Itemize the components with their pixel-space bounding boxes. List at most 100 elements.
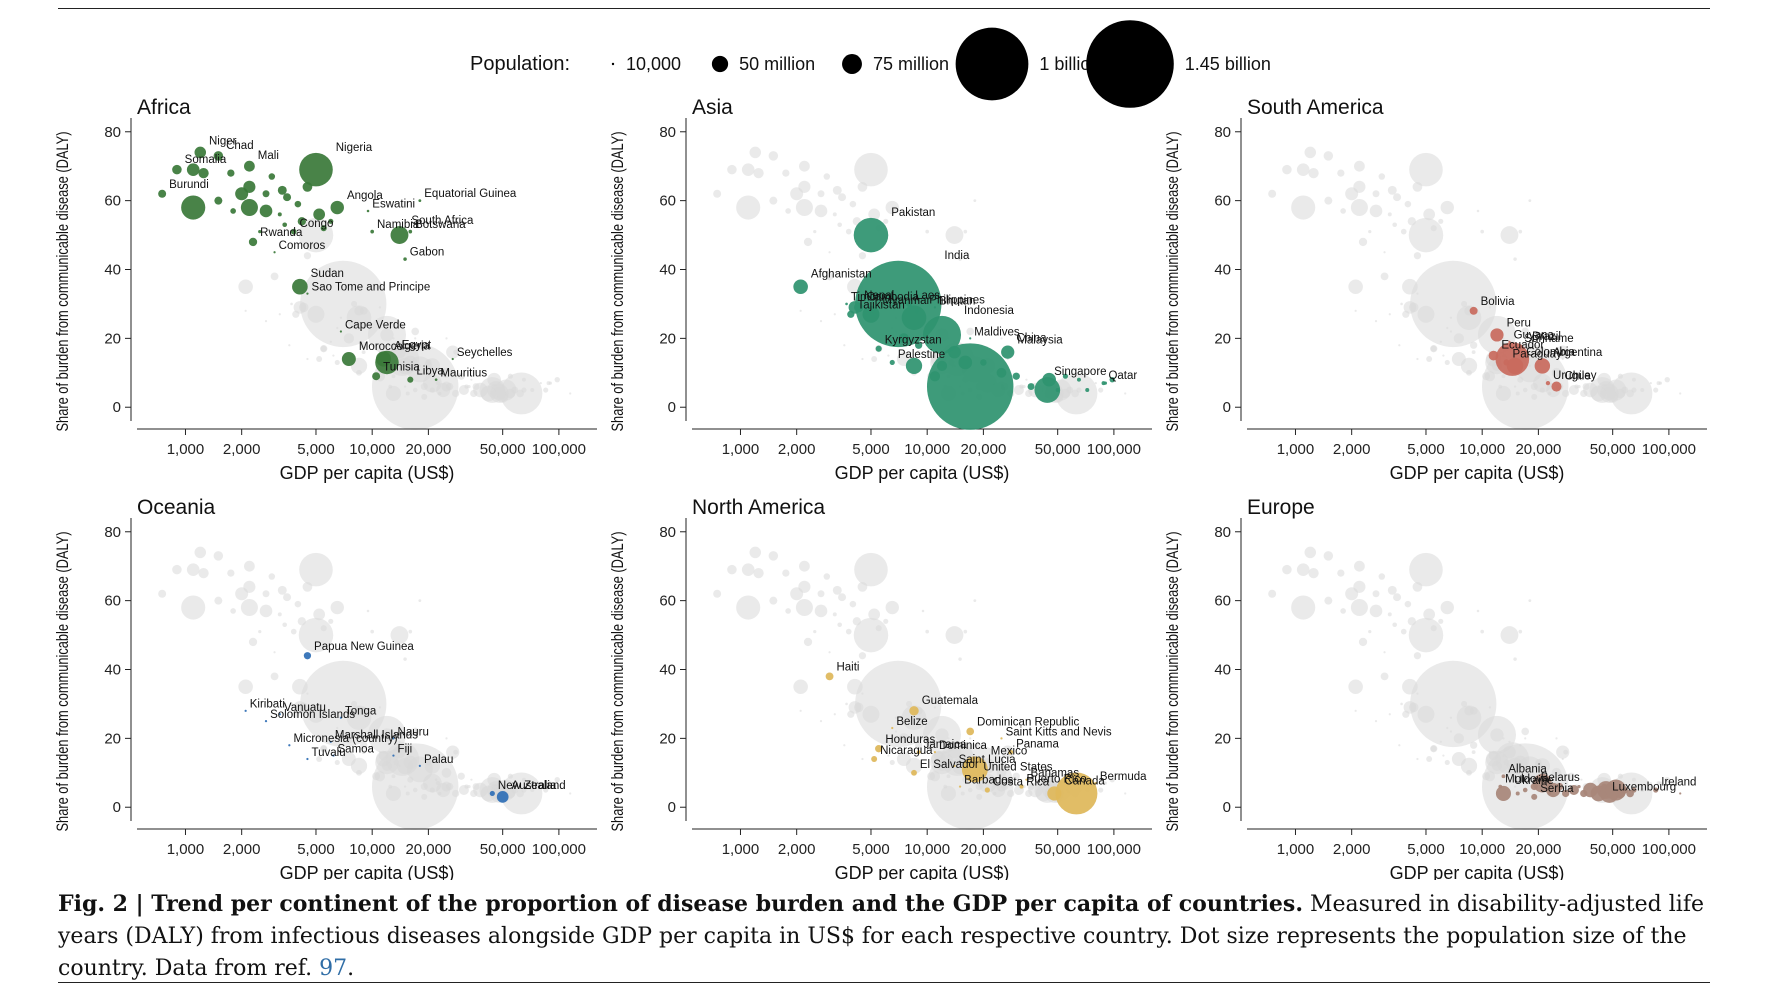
background-point xyxy=(753,167,764,179)
background-point xyxy=(264,320,268,323)
background-point xyxy=(316,356,323,362)
background-point xyxy=(823,573,831,580)
point-label: Mauritius xyxy=(440,367,487,379)
point-label: Barbados xyxy=(964,774,1013,786)
data-point xyxy=(1062,373,1068,379)
point-label: Angola xyxy=(347,190,383,202)
point-label: Seychelles xyxy=(457,347,513,359)
legend-marker xyxy=(955,27,1029,101)
background-point xyxy=(1453,733,1464,744)
data-point xyxy=(1103,381,1107,385)
background-point xyxy=(336,326,339,330)
background-point xyxy=(361,750,366,755)
background-point xyxy=(814,204,828,218)
data-point xyxy=(1019,784,1024,789)
background-point xyxy=(1413,652,1422,660)
background-point xyxy=(1404,200,1412,208)
background-point xyxy=(1398,744,1401,747)
background-point xyxy=(320,745,328,753)
data-point xyxy=(230,208,236,214)
point-label: Mexico xyxy=(991,745,1027,757)
background-point xyxy=(214,596,223,605)
background-point xyxy=(258,629,262,634)
data-point xyxy=(1545,381,1551,386)
background-point xyxy=(1649,382,1652,385)
background-point xyxy=(398,740,401,743)
background-point xyxy=(1076,387,1082,393)
data-point xyxy=(845,302,848,306)
background-point xyxy=(849,600,857,608)
background-point xyxy=(1521,327,1530,336)
data-point xyxy=(862,305,880,323)
background-point xyxy=(832,585,842,595)
point-label: Namibia xyxy=(377,219,420,231)
background-point xyxy=(543,387,549,393)
background-point xyxy=(1513,785,1517,788)
point-label: Dominica xyxy=(939,740,988,752)
background-point xyxy=(847,710,855,718)
x-tick-label: 50,000 xyxy=(1590,841,1636,858)
background-point xyxy=(293,701,307,714)
point-label: China xyxy=(1016,332,1047,344)
data-point xyxy=(958,785,962,788)
background-point xyxy=(262,590,270,598)
background-point xyxy=(862,705,880,723)
background-point xyxy=(1621,386,1629,394)
x-tick-label: 100,000 xyxy=(1087,441,1141,458)
point-label: Chile xyxy=(1564,371,1590,383)
background-point xyxy=(360,341,368,349)
background-point xyxy=(1446,326,1449,330)
caption-ref-link[interactable]: 97 xyxy=(319,956,348,981)
point-label: Eswatini xyxy=(372,199,415,211)
data-point xyxy=(1000,737,1003,740)
background-point xyxy=(1369,204,1383,218)
background-point xyxy=(832,212,837,217)
background-point xyxy=(282,622,288,628)
background-point xyxy=(1387,185,1397,195)
background-point xyxy=(1412,581,1423,592)
point-label: Sudan xyxy=(311,268,344,280)
background-point xyxy=(356,769,362,776)
x-tick-label: 50,000 xyxy=(480,441,526,458)
x-tick-label: 20,000 xyxy=(960,441,1006,458)
background-point xyxy=(1372,190,1380,198)
background-point xyxy=(1291,595,1316,620)
point-label: Niger xyxy=(209,136,237,148)
background-point xyxy=(270,272,279,281)
background-point xyxy=(244,309,247,312)
background-point xyxy=(1124,392,1127,395)
point-label: Luxembourg xyxy=(1612,781,1676,793)
background-point xyxy=(1426,756,1433,762)
background-point xyxy=(1470,341,1478,349)
background-point xyxy=(290,628,297,635)
background-point xyxy=(288,344,291,347)
data-point xyxy=(339,716,343,719)
background-point xyxy=(828,651,831,654)
background-point xyxy=(1308,167,1319,179)
background-point xyxy=(1404,600,1412,608)
data-point xyxy=(1501,774,1506,779)
x-axis-label: GDP per capita (US$) xyxy=(1390,863,1565,880)
background-point xyxy=(736,195,761,220)
data-point xyxy=(489,790,495,797)
background-point xyxy=(1679,392,1682,395)
background-point xyxy=(741,563,755,576)
background-point xyxy=(1013,384,1024,396)
background-point xyxy=(1438,618,1444,624)
background-point xyxy=(403,385,407,388)
background-point xyxy=(1442,754,1445,757)
data-point xyxy=(969,337,972,340)
background-point xyxy=(277,612,282,617)
background-point xyxy=(940,785,956,801)
background-point xyxy=(1500,626,1519,644)
background-point xyxy=(539,782,542,785)
background-point xyxy=(832,185,842,195)
background-point xyxy=(385,785,401,801)
background-point xyxy=(1066,386,1074,394)
data-point xyxy=(341,352,356,367)
background-point xyxy=(1513,657,1517,661)
background-point xyxy=(1383,651,1386,654)
background-point xyxy=(833,713,836,716)
point-label: Tunisia xyxy=(383,361,420,373)
background-point xyxy=(1426,356,1433,362)
